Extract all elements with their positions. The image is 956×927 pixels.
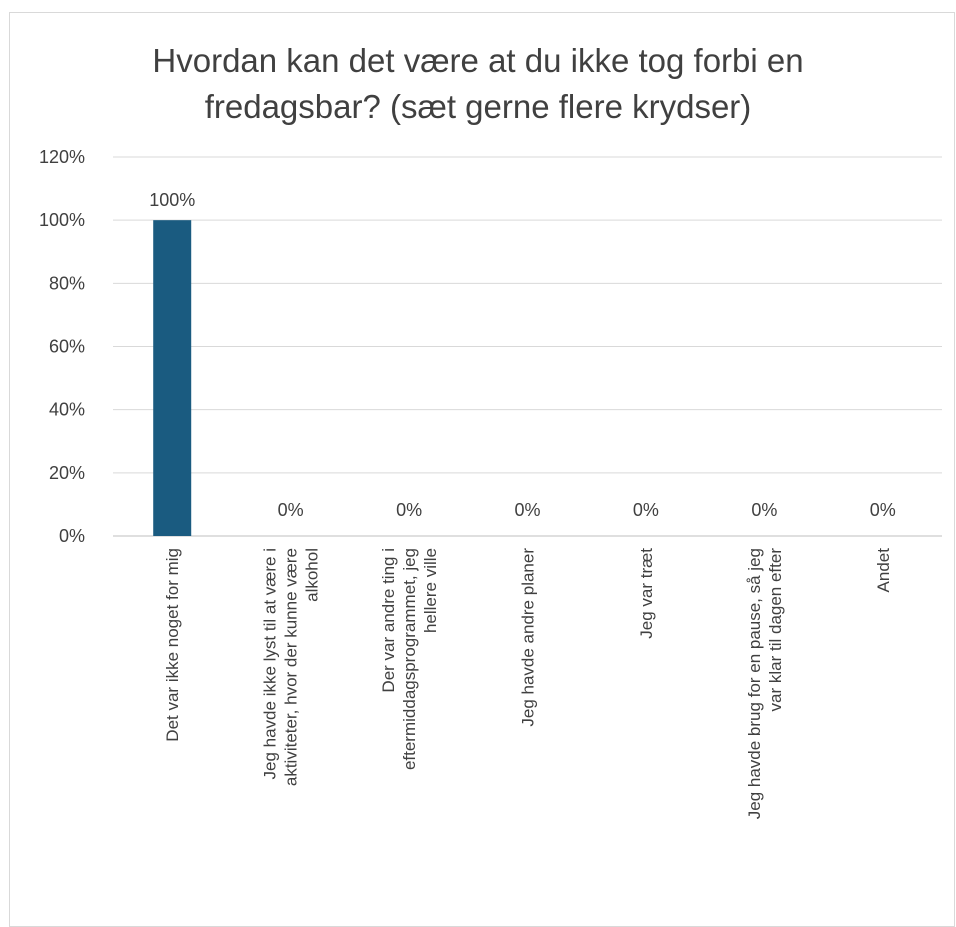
y-tick-label: 100%: [39, 210, 85, 230]
y-tick-label: 60%: [49, 337, 85, 357]
bar: [153, 220, 192, 536]
data-label: 0%: [396, 500, 422, 520]
chart-title: Hvordan kan det være at du ikke tog forb…: [152, 42, 804, 125]
x-tick-label-line: var klar til dagen efter: [766, 548, 785, 712]
x-tick-label: Jeg var træt: [637, 548, 656, 639]
x-tick-label-line: Jeg havde brug for en pause, så jeg: [745, 548, 764, 819]
x-tick-label-line: aktiviteter, hvor der kunne være: [282, 548, 301, 786]
y-tick-label: 0%: [59, 526, 85, 546]
x-tick-label: Der var andre ting i eftermiddagsprogramm…: [379, 548, 440, 770]
x-tick-label-line: alkohol: [303, 548, 322, 602]
x-tick-label: Andet: [874, 548, 893, 593]
y-tick-label: 120%: [39, 147, 85, 167]
x-tick-label-line: Det var ikke noget for mig: [163, 548, 182, 742]
x-tick-label-line: eftermiddagsprogrammet, jeg: [400, 548, 419, 770]
y-tick-label: 20%: [49, 463, 85, 483]
x-tick-label: Jeg havde ikke lyst til at være i aktivit…: [261, 548, 322, 786]
data-label: 100%: [149, 190, 195, 210]
x-tick-label-line: Andet: [874, 548, 893, 593]
x-tick-label-line: hellere ville: [421, 548, 440, 633]
data-label: 0%: [278, 500, 304, 520]
y-tick-label: 40%: [49, 400, 85, 420]
x-tick-label: Det var ikke noget for mig: [163, 548, 182, 742]
data-label: 0%: [751, 500, 777, 520]
data-label: 0%: [514, 500, 540, 520]
x-tick-label-line: Der var andre ting i: [379, 548, 398, 693]
data-label: 0%: [633, 500, 659, 520]
x-tick-label-line: Jeg var træt: [637, 548, 656, 639]
x-tick-label-line: Jeg havde andre planer: [519, 548, 538, 727]
x-tick-label-line: Jeg havde ikke lyst til at være i: [261, 548, 280, 779]
y-tick-label: 80%: [49, 273, 85, 293]
data-label: 0%: [870, 500, 896, 520]
x-tick-label: Jeg havde andre planer: [519, 548, 538, 727]
x-tick-label: Jeg havde brug for en pause, så jeg var k…: [745, 548, 785, 820]
